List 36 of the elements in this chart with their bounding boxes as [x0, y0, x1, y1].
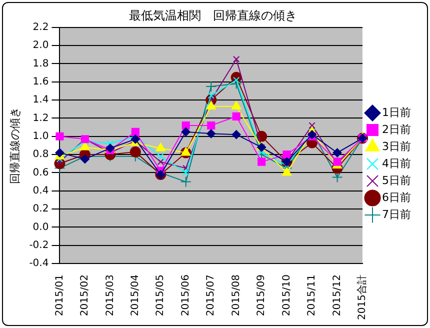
- legend-label: 4日前: [382, 156, 411, 170]
- x-tick-label: 2015/11: [306, 274, 318, 316]
- x-tick-label: 2015/01: [54, 274, 66, 316]
- y-tick-label: 0.2: [32, 204, 49, 215]
- y-tick-label: 1.0: [32, 130, 49, 142]
- x-tick-label: 2015/10: [281, 274, 292, 316]
- y-tick-label: 1.2: [32, 112, 49, 124]
- legend-label: 5日前: [382, 174, 411, 187]
- x-tick-label: 2015/06: [180, 274, 192, 316]
- legend-label: 1日前: [382, 106, 411, 119]
- legend-label: 6日前: [382, 190, 411, 204]
- y-tick-label: 0.6: [32, 167, 49, 178]
- x-tick-label: 2015/03: [104, 274, 116, 316]
- y-tick-label: 1.4: [32, 94, 49, 106]
- y-tick-label: 1.8: [32, 58, 49, 70]
- y-tick-label: -0.2: [29, 240, 49, 251]
- x-tick-label: 2015/05: [155, 274, 166, 316]
- x-tick-label: 2015/02: [80, 274, 91, 316]
- y-tick-label: 0.4: [32, 185, 49, 196]
- y-tick-label: 0.8: [32, 149, 49, 160]
- y-tick-label: 0.0: [32, 222, 49, 233]
- x-tick-label: 2015/09: [256, 274, 268, 316]
- x-tick-label: 2015合計: [356, 274, 368, 320]
- y-axis-title: 回帰直線の傾き: [8, 106, 22, 184]
- x-tick-label: 2015/07: [206, 274, 217, 316]
- legend-label: 2日前: [382, 122, 411, 136]
- y-tick-label: 2.0: [32, 40, 49, 52]
- legend-label: 3日前: [382, 140, 411, 153]
- x-tick-label: 2015/08: [230, 274, 242, 316]
- legend-label: 7日前: [382, 208, 411, 221]
- y-tick-label: -0.4: [29, 258, 49, 270]
- chart-title: 最低気温相関 回帰直線の傾き: [129, 8, 297, 22]
- x-tick-label: 2015/04: [130, 274, 142, 316]
- y-tick-label: 1.6: [32, 76, 49, 88]
- x-tick-label: 2015/12: [332, 274, 343, 316]
- y-tick-label: 2.2: [32, 22, 49, 33]
